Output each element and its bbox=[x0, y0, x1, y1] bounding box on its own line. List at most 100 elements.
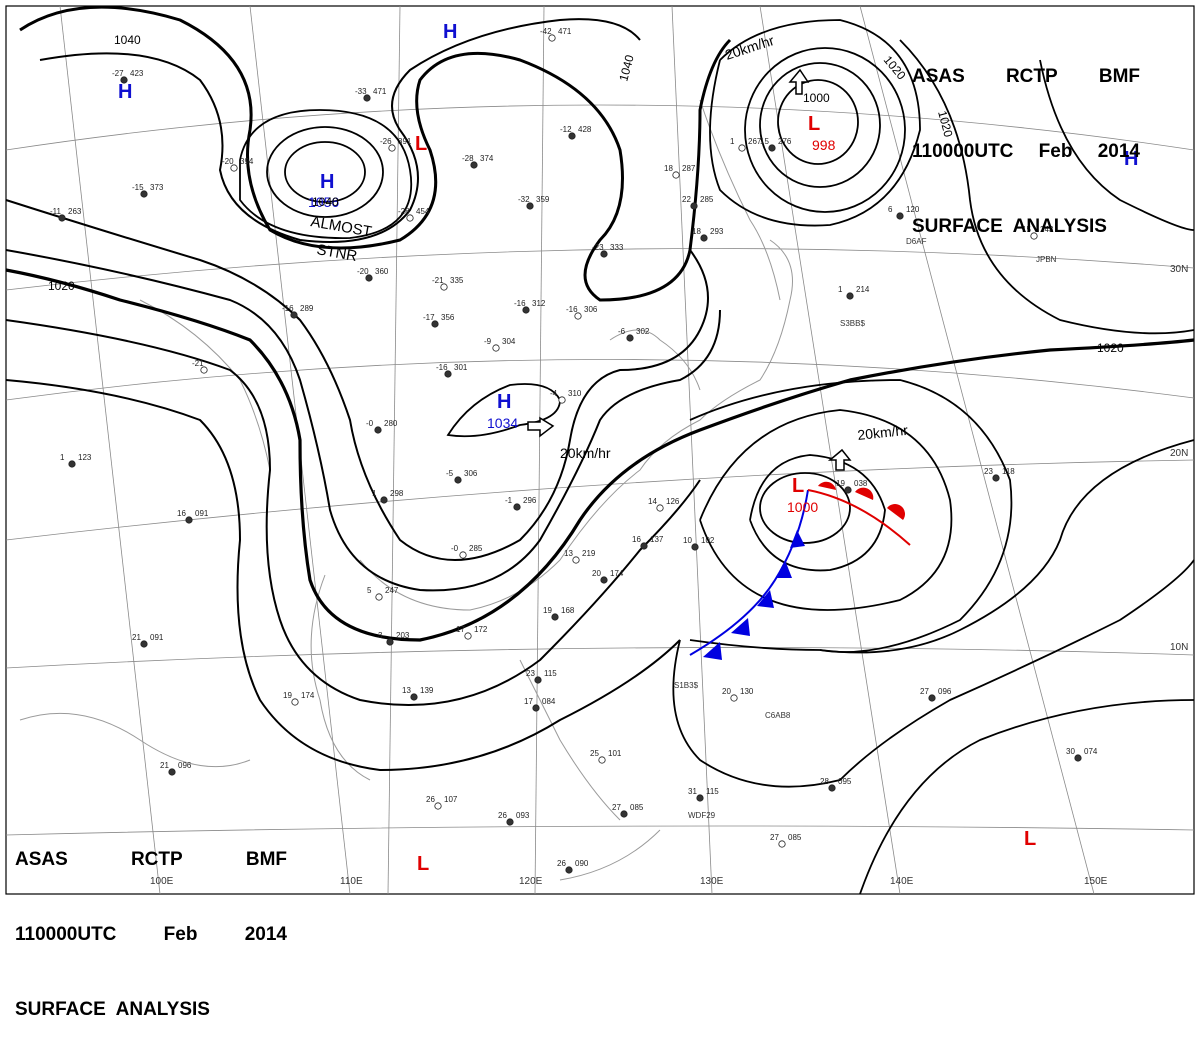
station-temp: 30 bbox=[1066, 747, 1075, 756]
station-pressure: 359 bbox=[536, 195, 550, 204]
station-circle bbox=[768, 144, 776, 152]
low-center-5: L bbox=[1024, 828, 1036, 850]
station-circle bbox=[506, 818, 514, 826]
station-circle bbox=[696, 794, 704, 802]
station-circle bbox=[375, 593, 383, 601]
station-plot: -0 280 bbox=[366, 419, 398, 434]
station-circle bbox=[534, 676, 542, 684]
station-circle bbox=[470, 161, 478, 169]
header-line-2: 110000UTC Feb 2014 bbox=[912, 139, 1140, 164]
station-temp: 13 bbox=[564, 549, 573, 558]
isobar-label: 1020 bbox=[48, 279, 75, 293]
station-temp: 25 bbox=[590, 749, 599, 758]
station-pressure: 090 bbox=[575, 859, 589, 868]
high-value-1034: 1034 bbox=[487, 415, 518, 431]
station-circle bbox=[230, 164, 238, 172]
station-circle bbox=[200, 366, 208, 374]
motion-arrows bbox=[527, 68, 852, 471]
station-temp: 1 bbox=[730, 137, 735, 146]
station-circle bbox=[431, 320, 439, 328]
station-circle bbox=[58, 214, 66, 222]
station-plot: 28 095 bbox=[820, 777, 852, 792]
station-pressure: 335 bbox=[450, 276, 464, 285]
station-plot: -5 306 bbox=[446, 469, 478, 484]
station-pressure: 137 bbox=[650, 535, 664, 544]
station-circle bbox=[140, 640, 148, 648]
station-plot: 1 123 bbox=[60, 453, 92, 468]
station-plot: 21 091 bbox=[132, 633, 164, 648]
station-plot: -9 304 bbox=[484, 337, 516, 352]
station-pressure: 074 bbox=[1084, 747, 1098, 756]
station-plot: -42 471 bbox=[540, 27, 572, 42]
station-plot: 16 091 bbox=[177, 509, 209, 524]
station-temp: 21 bbox=[132, 633, 141, 642]
annotation-stnr: STNR bbox=[315, 241, 358, 265]
station-temp: -28 bbox=[462, 154, 474, 163]
station-pressure: 123 bbox=[78, 453, 92, 462]
station-plot: 5 247 bbox=[367, 586, 399, 601]
station-plot: 10 102 bbox=[683, 536, 715, 551]
station-circle bbox=[640, 542, 648, 550]
station-pressure: 471 bbox=[558, 27, 572, 36]
header-line-3: SURFACE ANALYSIS bbox=[912, 214, 1140, 239]
station-pressure: 120 bbox=[906, 205, 920, 214]
station-pressure: 084 bbox=[542, 697, 556, 706]
station-temp: 18 bbox=[664, 164, 673, 173]
longitude-label: 100E bbox=[150, 876, 174, 887]
ship-id: S3BB$ bbox=[840, 319, 865, 328]
station-plot: -15 373 bbox=[132, 183, 164, 198]
station-pressure: 454 bbox=[416, 207, 430, 216]
low-center-4: L bbox=[417, 853, 429, 875]
station-plot: 27 096 bbox=[920, 687, 952, 702]
station-temp: -32 bbox=[518, 195, 530, 204]
low-center-1: L bbox=[415, 133, 427, 155]
station-pressure: 423 bbox=[130, 69, 144, 78]
cold-front bbox=[689, 489, 809, 660]
station-temp: 20 bbox=[722, 687, 731, 696]
station-circle bbox=[522, 306, 530, 314]
high-center-3: H bbox=[320, 171, 334, 193]
station-plot: 1 267 bbox=[730, 137, 762, 152]
station-plot: -6 302 bbox=[618, 327, 650, 342]
high-center-1: H bbox=[443, 21, 457, 43]
station-plot: 13 219 bbox=[564, 549, 596, 564]
station-circle bbox=[185, 516, 193, 524]
station-plot: 6 120 bbox=[888, 205, 920, 220]
station-circle bbox=[928, 694, 936, 702]
station-plot: 20 174 bbox=[592, 569, 624, 584]
station-temp: 27 bbox=[920, 687, 929, 696]
longitude-label: 140E bbox=[890, 876, 914, 887]
station-plot: 26 093 bbox=[498, 811, 530, 826]
isobar-label: 1020 bbox=[1097, 341, 1124, 355]
station-pressure: 267 bbox=[748, 137, 762, 146]
station-plot: 19 168 bbox=[543, 606, 575, 621]
station-plot: 25 101 bbox=[590, 749, 622, 764]
isobar-label: 1000 bbox=[803, 91, 830, 105]
footer-year: 2014 bbox=[244, 924, 287, 945]
footer-code: BMF bbox=[245, 849, 287, 870]
station-plot: -20 394 bbox=[222, 157, 254, 172]
station-plot: 3 203 bbox=[378, 631, 410, 646]
station-pressure: 219 bbox=[582, 549, 596, 558]
station-circle bbox=[464, 632, 472, 640]
station-circle bbox=[406, 214, 414, 222]
station-plot: -17 356 bbox=[423, 313, 455, 328]
station-pressure: 172 bbox=[474, 625, 488, 634]
station-pressure: 247 bbox=[385, 586, 399, 595]
station-temp: -9 bbox=[484, 337, 492, 346]
station-circle bbox=[380, 496, 388, 504]
chart-footer: ASAS RCTP BMF 110000UTC Feb 2014 SURFACE… bbox=[15, 797, 287, 1047]
station-plot: 15 276 bbox=[760, 137, 792, 152]
station-pressure: 263 bbox=[68, 207, 82, 216]
station-plot: 18 293 bbox=[692, 227, 724, 242]
station-pressure: 333 bbox=[610, 243, 624, 252]
station-temp: 26 bbox=[426, 795, 435, 804]
station-pressure: 118 bbox=[1002, 467, 1015, 476]
latitude-label: 30N bbox=[1170, 264, 1188, 275]
station-plot: -33 471 bbox=[355, 87, 387, 102]
isobar-label: 1040 bbox=[114, 33, 141, 47]
station-temp: 13 bbox=[402, 686, 411, 695]
station-plot: 26 090 bbox=[557, 859, 589, 874]
station-plot: 19 174 bbox=[283, 691, 315, 706]
station-pressure: 373 bbox=[150, 183, 164, 192]
